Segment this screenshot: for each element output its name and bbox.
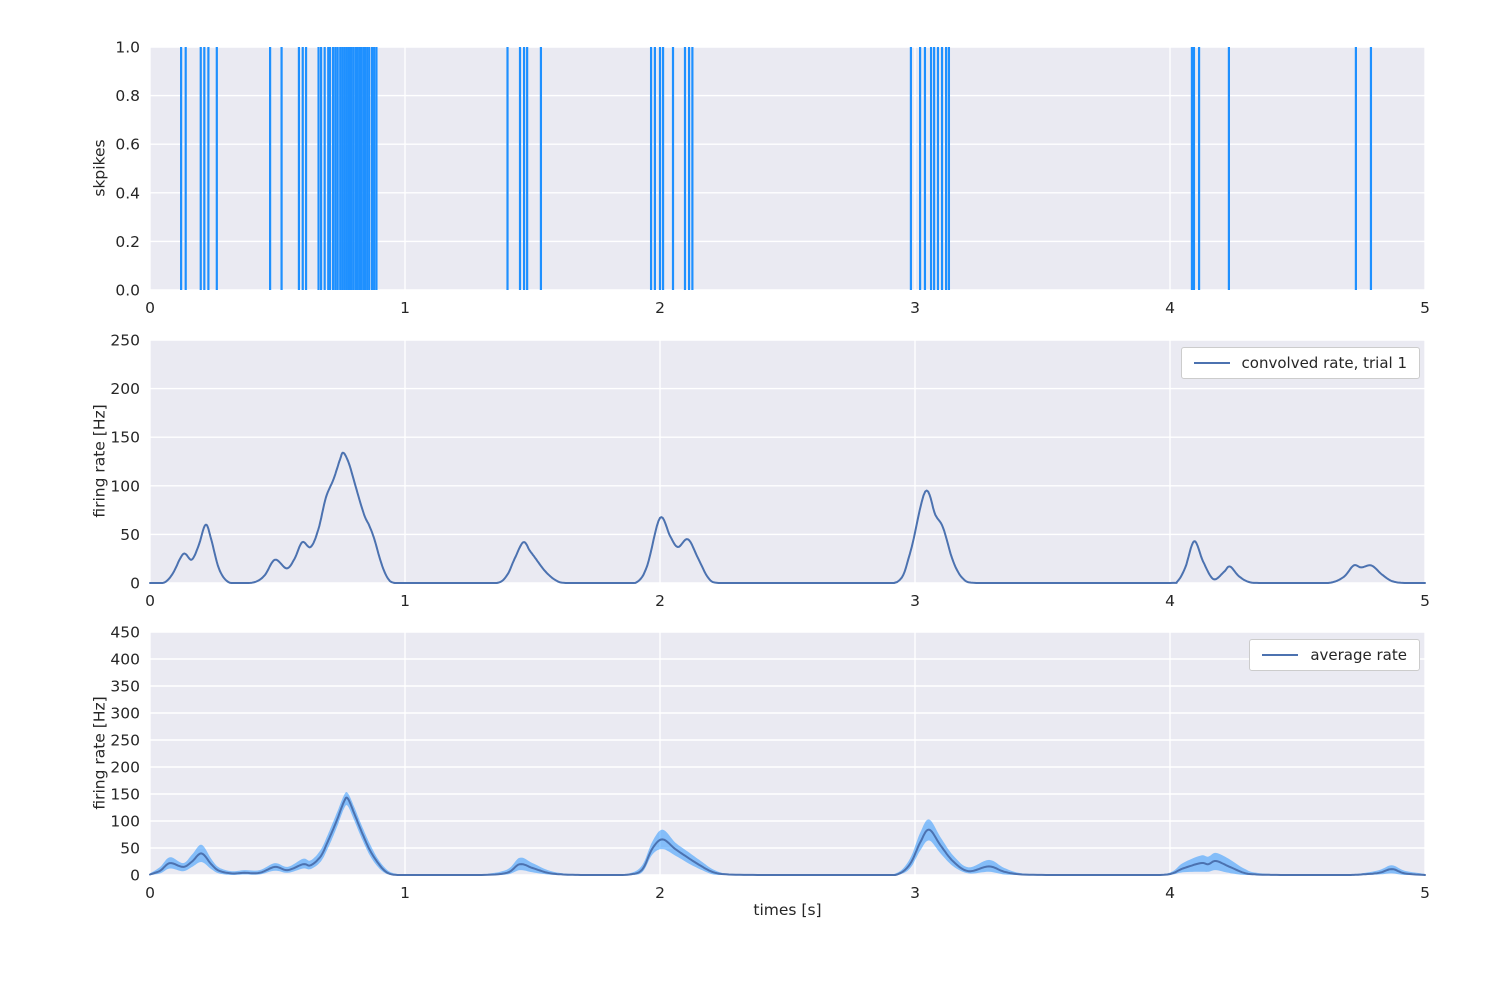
svg-text:200: 200 [110, 380, 140, 398]
convolved-rate-y-axis-label: firing rate [Hz] [90, 404, 109, 518]
svg-text:250: 250 [110, 332, 140, 350]
svg-text:0: 0 [145, 299, 155, 317]
svg-text:3: 3 [910, 884, 920, 902]
svg-text:400: 400 [110, 651, 140, 669]
svg-text:250: 250 [110, 732, 140, 750]
svg-text:100: 100 [110, 813, 140, 831]
svg-text:2: 2 [655, 592, 665, 610]
svg-text:150: 150 [110, 429, 140, 447]
legend-line-sample [1193, 362, 1230, 364]
legend-label: average rate [1310, 646, 1407, 664]
svg-text:4: 4 [1165, 884, 1175, 902]
svg-text:1: 1 [400, 592, 410, 610]
svg-text:2: 2 [655, 884, 665, 902]
svg-text:1: 1 [400, 299, 410, 317]
legend-convolved-rate: convolved rate, trial 1 [1180, 347, 1420, 379]
svg-text:100: 100 [110, 477, 140, 495]
svg-text:200: 200 [110, 759, 140, 777]
svg-text:0.2: 0.2 [115, 233, 140, 251]
svg-text:0.8: 0.8 [115, 87, 140, 105]
svg-text:4: 4 [1165, 299, 1175, 317]
svg-text:1: 1 [400, 884, 410, 902]
svg-text:0: 0 [130, 867, 140, 885]
svg-text:3: 3 [910, 299, 920, 317]
spike-raster-panel: 0 1 2 3 4 5 0.0 0.2 0.4 0.6 0.8 1.0 [115, 39, 1430, 318]
x-axis-label: times [s] [753, 901, 822, 919]
svg-text:5: 5 [1420, 884, 1430, 902]
svg-text:4: 4 [1165, 592, 1175, 610]
svg-text:1.0: 1.0 [115, 39, 140, 57]
average-rate-y-axis-label: firing rate [Hz] [90, 696, 109, 810]
legend-average-rate: average rate [1249, 639, 1420, 671]
svg-text:300: 300 [110, 705, 140, 723]
svg-text:50: 50 [120, 840, 140, 858]
svg-text:0.6: 0.6 [115, 136, 140, 154]
svg-text:0.4: 0.4 [115, 184, 140, 202]
svg-text:150: 150 [110, 786, 140, 804]
svg-text:0: 0 [145, 884, 155, 902]
svg-text:0: 0 [145, 592, 155, 610]
svg-text:450: 450 [110, 624, 140, 642]
svg-text:2: 2 [655, 299, 665, 317]
legend-label: convolved rate, trial 1 [1241, 354, 1407, 372]
svg-text:50: 50 [120, 526, 140, 544]
raster-y-axis-label: skpikes [90, 139, 109, 197]
svg-text:350: 350 [110, 678, 140, 696]
legend-line-sample [1262, 654, 1299, 656]
svg-text:5: 5 [1420, 299, 1430, 317]
svg-text:0: 0 [130, 575, 140, 593]
svg-text:3: 3 [910, 592, 920, 610]
svg-text:0.0: 0.0 [115, 282, 140, 300]
svg-text:5: 5 [1420, 592, 1430, 610]
